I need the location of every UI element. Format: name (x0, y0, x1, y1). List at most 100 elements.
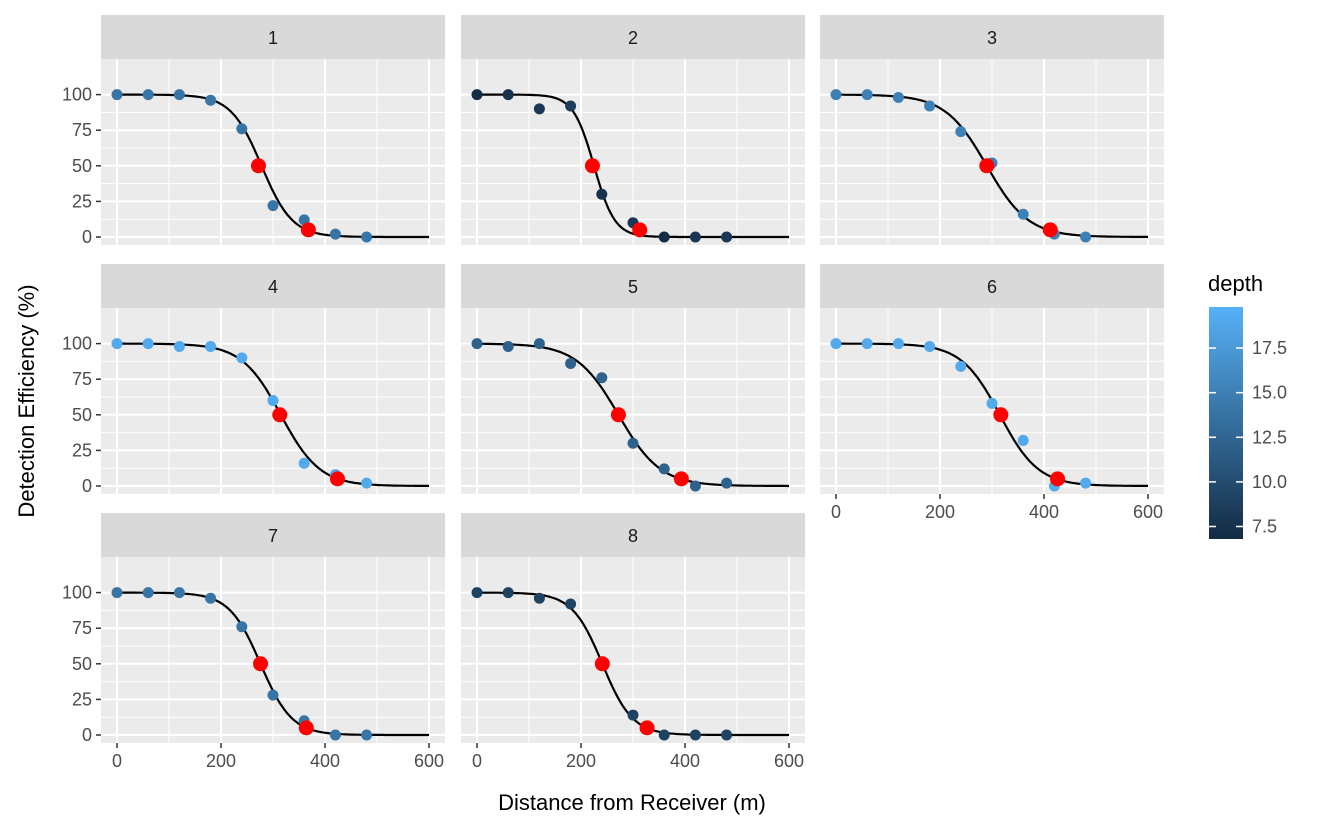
highlight-point (632, 222, 648, 238)
data-point (986, 397, 998, 409)
data-point (205, 94, 217, 106)
legend-tick-label: 12.5 (1252, 427, 1287, 447)
x-tick-label: 600 (1133, 502, 1163, 522)
facet-strip (101, 264, 445, 308)
data-point (236, 123, 248, 135)
data-point (267, 395, 279, 407)
y-tick-label: 50 (72, 654, 92, 674)
y-tick-label: 75 (72, 369, 92, 389)
facet-strip-label: 6 (987, 277, 997, 297)
facet-strip (101, 15, 445, 59)
facet-strip (820, 264, 1164, 308)
fitted-curve (477, 93, 789, 239)
x-tick-label: 0 (472, 751, 482, 771)
data-point (565, 358, 577, 370)
facet-panel-1: 1 0 25 50 75 100 (62, 15, 445, 247)
data-point (205, 592, 217, 604)
facet-strip (101, 513, 445, 557)
legend: depth 7.5 10.0 12.5 15.0 17.5 (1208, 271, 1287, 539)
data-point (627, 709, 639, 721)
x-tick-label: 400 (310, 751, 340, 771)
facet-panel-7: 7 0 25 50 75 100 0 200 400 600 (62, 513, 445, 771)
highlight-point (639, 720, 655, 736)
data-point (471, 89, 483, 101)
data-point (689, 729, 701, 741)
facet-strip-label: 1 (268, 28, 278, 48)
highlight-point (584, 158, 600, 174)
data-point (830, 338, 842, 350)
data-point (533, 103, 545, 115)
legend-tick-label: 7.5 (1252, 517, 1277, 537)
data-point (861, 89, 873, 101)
data-point (173, 340, 185, 352)
facet-strip (461, 15, 805, 59)
highlight-point (1050, 471, 1066, 487)
data-point (142, 89, 154, 101)
data-point (892, 338, 904, 350)
panels-layer: 1 0 25 50 75 100 2 3 4 0 25 50 75 100 5 6 0 200 400 600 7 0 25… (62, 15, 1164, 771)
highlight-point (329, 471, 345, 487)
data-point (1017, 208, 1029, 220)
legend-title: depth (1208, 271, 1263, 296)
x-tick-label: 600 (774, 751, 804, 771)
data-point (1017, 434, 1029, 446)
data-point (533, 338, 545, 350)
data-point (361, 729, 373, 741)
legend-tick-label: 15.0 (1252, 383, 1287, 403)
x-tick-label: 200 (206, 751, 236, 771)
data-point (1080, 477, 1092, 489)
legend-tick-label: 10.0 (1252, 472, 1287, 492)
highlight-point (673, 471, 689, 487)
y-tick-label: 0 (82, 227, 92, 247)
x-tick-label: 600 (414, 751, 444, 771)
data-point (236, 352, 248, 364)
data-point (502, 340, 514, 352)
data-point (955, 126, 967, 138)
facet-panel-6: 6 0 200 400 600 (820, 264, 1164, 522)
data-point (361, 231, 373, 243)
fitted-curve (836, 93, 1148, 238)
facet-panel-8: 8 0 200 400 600 (461, 513, 805, 771)
data-point (267, 200, 279, 212)
y-tick-label: 25 (72, 191, 92, 211)
facet-strip-label: 4 (268, 277, 278, 297)
data-point (565, 598, 577, 610)
data-point (721, 729, 733, 741)
legend-tick-label: 17.5 (1252, 338, 1287, 358)
data-point (627, 437, 639, 449)
y-tick-label: 75 (72, 120, 92, 140)
data-point (533, 592, 545, 604)
data-point (955, 360, 967, 372)
data-point (205, 340, 217, 352)
data-point (142, 587, 154, 599)
data-point (502, 89, 514, 101)
y-tick-label: 0 (82, 725, 92, 745)
y-tick-label: 100 (62, 85, 92, 105)
x-tick-label: 0 (112, 751, 122, 771)
x-tick-label: 0 (831, 502, 841, 522)
facet-strip (461, 513, 805, 557)
data-point (658, 231, 670, 243)
data-point (111, 89, 123, 101)
data-point (924, 100, 936, 112)
y-tick-label: 25 (72, 440, 92, 460)
y-tick-label: 50 (72, 405, 92, 425)
facet-strip-label: 5 (628, 277, 638, 297)
data-point (861, 338, 873, 350)
data-point (142, 338, 154, 350)
y-tick-label: 25 (72, 689, 92, 709)
facet-panel-2: 2 (461, 15, 805, 245)
facet-strip-label: 7 (268, 526, 278, 546)
facet-strip-label: 3 (987, 28, 997, 48)
data-point (658, 463, 670, 475)
data-point (329, 729, 341, 741)
x-tick-label: 400 (670, 751, 700, 771)
facet-panel-5: 5 (461, 264, 805, 494)
y-axis-title: Detection Efficiency (%) (14, 284, 39, 517)
facet-strip (461, 264, 805, 308)
x-tick-label: 200 (566, 751, 596, 771)
data-point (236, 621, 248, 633)
data-point (658, 729, 670, 741)
data-point (329, 228, 341, 240)
